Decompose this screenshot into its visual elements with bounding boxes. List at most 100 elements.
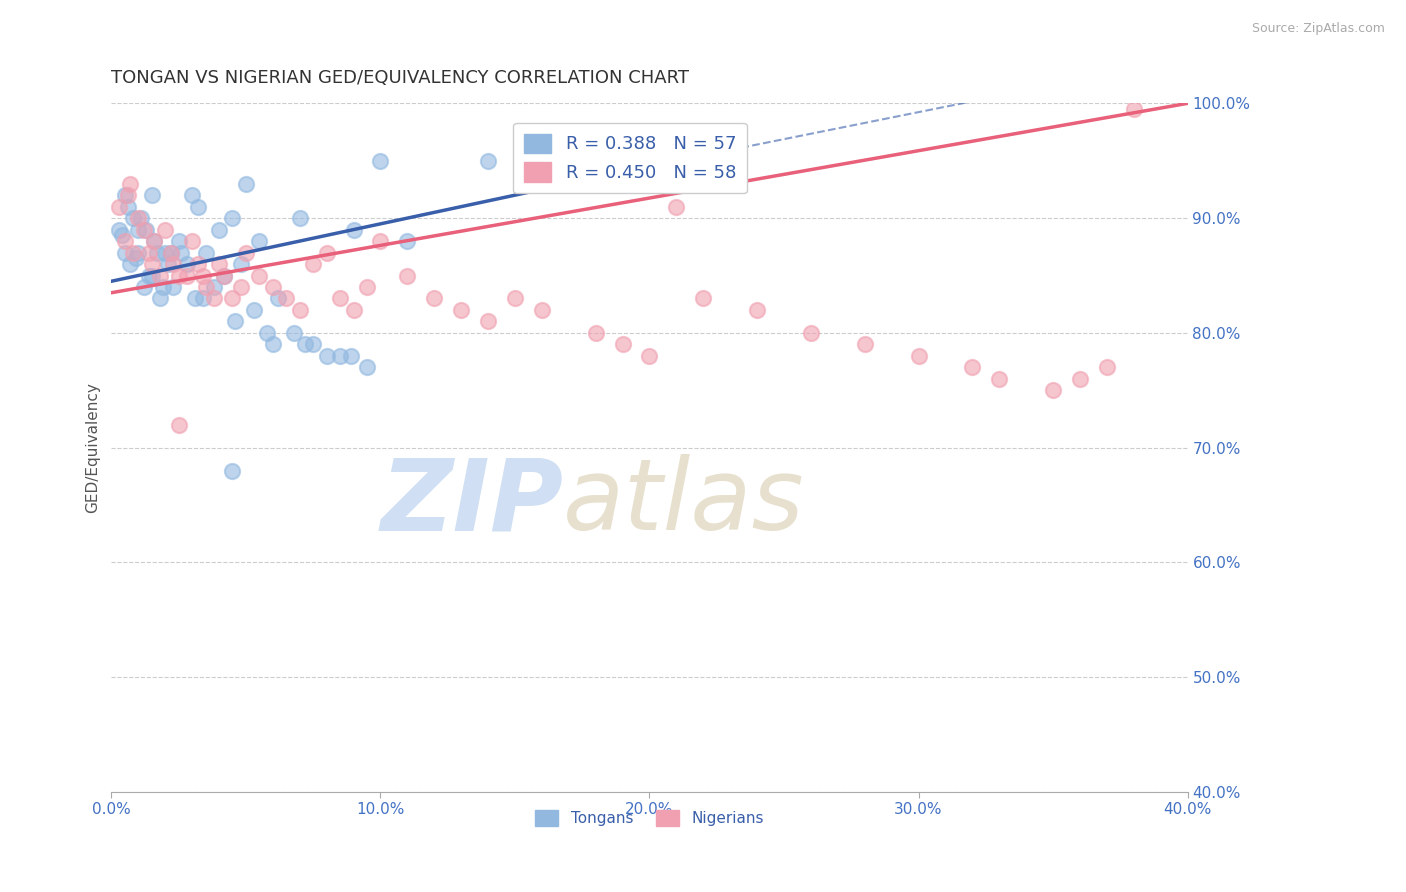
Point (176, 268, 198, 283)
Point (156, 257, 179, 271)
Point (262, 280, 284, 294)
Point (638, 349, 661, 363)
Point (162, 257, 184, 271)
Point (329, 349, 352, 363)
Point (262, 337, 284, 351)
Point (315, 349, 337, 363)
Text: TONGAN VS NIGERIAN GED/EQUIVALENCY CORRELATION CHART: TONGAN VS NIGERIAN GED/EQUIVALENCY CORRE… (111, 69, 689, 87)
Point (122, 211, 145, 226)
Point (235, 245, 257, 260)
Point (114, 245, 136, 260)
Point (221, 464, 243, 478)
Point (396, 268, 419, 283)
Point (143, 234, 166, 248)
Point (127, 222, 149, 236)
Legend: Tongans, Nigerians: Tongans, Nigerians (529, 804, 769, 832)
Point (162, 280, 184, 294)
Point (340, 349, 363, 363)
Point (202, 292, 225, 306)
Point (124, 252, 146, 266)
Point (117, 188, 139, 202)
Point (962, 360, 984, 375)
Point (370, 153, 392, 168)
Point (141, 268, 163, 283)
Point (423, 292, 446, 306)
Point (477, 153, 499, 168)
Point (294, 337, 316, 351)
Point (194, 280, 217, 294)
Point (120, 257, 142, 271)
Point (342, 222, 364, 236)
Point (214, 268, 236, 283)
Point (114, 234, 136, 248)
Point (155, 222, 177, 236)
Point (283, 326, 305, 340)
Point (692, 292, 714, 306)
Point (159, 245, 181, 260)
Point (276, 292, 298, 306)
Point (396, 234, 419, 248)
Point (191, 292, 214, 306)
Point (256, 326, 278, 340)
Point (167, 268, 190, 283)
Point (315, 245, 337, 260)
Point (356, 280, 378, 294)
Point (853, 337, 876, 351)
Point (585, 326, 607, 340)
Point (370, 234, 392, 248)
Point (149, 292, 172, 306)
Point (288, 211, 311, 226)
Point (114, 188, 136, 202)
Point (108, 200, 131, 214)
Point (132, 222, 155, 236)
Point (247, 268, 270, 283)
Point (129, 211, 152, 226)
Point (302, 337, 325, 351)
Point (329, 292, 352, 306)
Point (132, 280, 155, 294)
Point (167, 417, 190, 432)
Point (235, 177, 257, 191)
Point (247, 234, 270, 248)
Point (152, 280, 174, 294)
Point (202, 280, 225, 294)
Point (224, 314, 246, 328)
Point (208, 222, 231, 236)
Point (127, 211, 149, 226)
Point (221, 211, 243, 226)
Point (135, 222, 157, 236)
Point (194, 245, 217, 260)
Text: atlas: atlas (564, 454, 806, 551)
Point (141, 257, 163, 271)
Point (176, 257, 198, 271)
Point (181, 234, 204, 248)
Point (141, 188, 163, 202)
Point (342, 302, 364, 317)
Point (111, 228, 134, 243)
Point (149, 268, 172, 283)
Point (612, 337, 634, 351)
Point (665, 200, 688, 214)
Point (800, 326, 823, 340)
Y-axis label: GED/Equivalency: GED/Equivalency (86, 382, 100, 513)
Point (120, 177, 142, 191)
Point (138, 245, 160, 260)
Point (229, 257, 252, 271)
Point (302, 257, 325, 271)
Point (1095, 360, 1118, 375)
Text: Source: ZipAtlas.com: Source: ZipAtlas.com (1251, 22, 1385, 36)
Point (1122, 102, 1144, 116)
Point (186, 200, 208, 214)
Point (530, 302, 553, 317)
Point (108, 222, 131, 236)
Point (267, 292, 290, 306)
Point (288, 302, 311, 317)
Text: ZIP: ZIP (381, 454, 564, 551)
Point (146, 245, 169, 260)
Point (159, 245, 181, 260)
Point (170, 245, 193, 260)
Point (167, 234, 190, 248)
Point (143, 234, 166, 248)
Point (122, 245, 145, 260)
Point (155, 245, 177, 260)
